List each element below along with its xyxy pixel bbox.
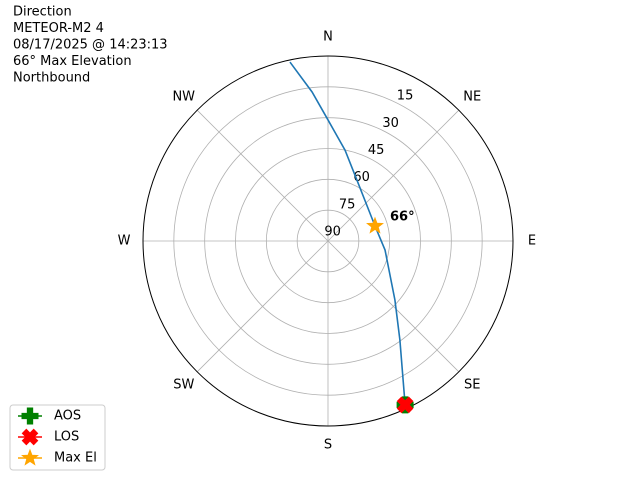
marker-star (366, 216, 384, 234)
theta-label: N (323, 30, 333, 45)
legend-label: LOS (54, 430, 79, 445)
title-line: Northbound (13, 71, 90, 86)
track-line (289, 61, 406, 405)
legend-label: AOS (54, 409, 81, 424)
legend-box (9, 404, 106, 471)
r-tick-label: 30 (382, 116, 399, 131)
title-line: 08/17/2025 @ 14:23:13 (13, 38, 168, 53)
grid-spoke (196, 109, 329, 242)
legend-label: Max El (54, 451, 97, 466)
theta-label: NE (463, 89, 481, 104)
legend-marker (21, 448, 39, 466)
marker-x (396, 396, 414, 414)
legend-marker (21, 428, 39, 446)
grid-spoke (196, 240, 329, 373)
value-label: 66° (390, 210, 415, 225)
title-line: 66° Max Elevation (13, 54, 132, 69)
theta-label: NW (172, 89, 195, 104)
r-tick-label: 90 (324, 225, 341, 240)
r-tick-label: 75 (339, 197, 356, 212)
theta-label: SE (464, 378, 480, 393)
r-tick-label: 45 (368, 143, 385, 158)
theta-label: E (528, 234, 536, 249)
theta-label: SW (173, 378, 194, 393)
legend-marker (21, 407, 39, 425)
title-line: Direction (13, 5, 72, 20)
grid-spoke (327, 240, 460, 373)
theta-label: W (118, 234, 131, 249)
theta-label: S (324, 438, 332, 453)
grid-spoke (327, 109, 460, 242)
r-tick-label: 15 (397, 89, 414, 104)
title-line: METEOR-M2 4 (13, 21, 104, 36)
outer-spine (142, 55, 514, 427)
